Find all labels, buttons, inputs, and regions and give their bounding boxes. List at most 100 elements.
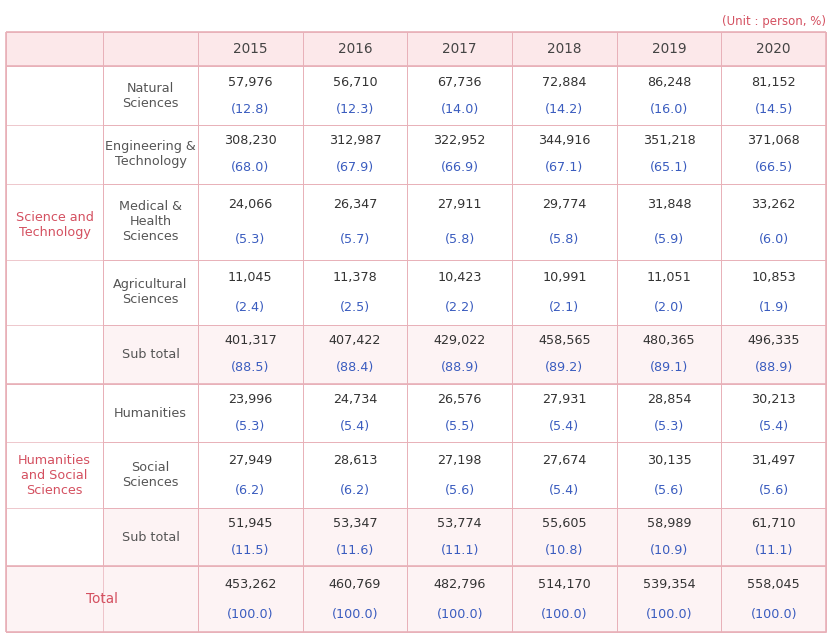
Text: (12.3): (12.3) bbox=[336, 103, 374, 116]
Bar bbox=[6, 259, 103, 325]
Bar bbox=[721, 442, 826, 508]
Text: 539,354: 539,354 bbox=[642, 578, 696, 591]
Text: (100.0): (100.0) bbox=[646, 608, 692, 621]
Bar bbox=[512, 67, 617, 125]
Text: (5.8): (5.8) bbox=[444, 232, 475, 246]
Text: (88.4): (88.4) bbox=[336, 361, 374, 374]
Text: (5.3): (5.3) bbox=[654, 420, 684, 433]
Text: 56,710: 56,710 bbox=[333, 76, 378, 89]
Bar bbox=[103, 508, 198, 566]
Text: 11,378: 11,378 bbox=[333, 271, 378, 284]
Bar bbox=[721, 566, 826, 632]
Text: 351,218: 351,218 bbox=[642, 134, 696, 148]
Bar bbox=[408, 325, 512, 384]
Bar bbox=[198, 442, 303, 508]
Text: (1.9): (1.9) bbox=[759, 301, 789, 314]
Text: Sub total: Sub total bbox=[121, 348, 180, 361]
Bar bbox=[408, 67, 512, 125]
Bar bbox=[303, 442, 408, 508]
Bar bbox=[512, 184, 617, 259]
Bar bbox=[303, 184, 408, 259]
Text: Social
Sciences: Social Sciences bbox=[122, 461, 179, 489]
Bar bbox=[721, 325, 826, 384]
Text: 11,051: 11,051 bbox=[646, 271, 691, 284]
Text: (5.4): (5.4) bbox=[759, 420, 789, 433]
Text: 558,045: 558,045 bbox=[747, 578, 800, 591]
Text: (89.1): (89.1) bbox=[650, 361, 688, 374]
Text: 33,262: 33,262 bbox=[751, 198, 796, 211]
Text: (2.1): (2.1) bbox=[549, 301, 579, 314]
Bar bbox=[6, 566, 103, 632]
Text: (89.2): (89.2) bbox=[545, 361, 583, 374]
Text: 31,497: 31,497 bbox=[751, 453, 796, 467]
Text: 72,884: 72,884 bbox=[542, 76, 587, 89]
Text: (5.4): (5.4) bbox=[340, 420, 370, 433]
Text: 55,605: 55,605 bbox=[542, 517, 587, 530]
Bar bbox=[408, 184, 512, 259]
Bar bbox=[6, 384, 103, 442]
Text: 2015: 2015 bbox=[233, 42, 268, 56]
Text: (5.3): (5.3) bbox=[235, 420, 265, 433]
Text: (6.2): (6.2) bbox=[340, 483, 370, 497]
Text: 53,347: 53,347 bbox=[333, 517, 378, 530]
Text: 53,774: 53,774 bbox=[438, 517, 482, 530]
Text: (2.2): (2.2) bbox=[444, 301, 475, 314]
Bar bbox=[303, 384, 408, 442]
Text: 11,045: 11,045 bbox=[228, 271, 273, 284]
Bar bbox=[103, 566, 198, 632]
Bar bbox=[617, 442, 721, 508]
Text: (12.8): (12.8) bbox=[231, 103, 270, 116]
Text: 24,734: 24,734 bbox=[333, 393, 377, 406]
Text: 28,613: 28,613 bbox=[333, 453, 377, 467]
Text: 27,931: 27,931 bbox=[542, 393, 587, 406]
Text: 10,423: 10,423 bbox=[438, 271, 482, 284]
Bar bbox=[617, 566, 721, 632]
Text: 344,916: 344,916 bbox=[538, 134, 591, 148]
Text: 407,422: 407,422 bbox=[329, 334, 381, 347]
Text: 27,198: 27,198 bbox=[438, 453, 482, 467]
Text: (Unit : person, %): (Unit : person, %) bbox=[722, 15, 826, 28]
Text: 2017: 2017 bbox=[443, 42, 477, 56]
Text: (5.9): (5.9) bbox=[654, 232, 684, 246]
Text: 23,996: 23,996 bbox=[228, 393, 272, 406]
Text: (67.9): (67.9) bbox=[336, 161, 374, 175]
Text: (5.4): (5.4) bbox=[549, 420, 579, 433]
Bar bbox=[617, 184, 721, 259]
Text: Sub total: Sub total bbox=[121, 531, 180, 544]
Text: (10.8): (10.8) bbox=[545, 544, 583, 557]
Text: 29,774: 29,774 bbox=[542, 198, 587, 211]
Text: 26,347: 26,347 bbox=[333, 198, 377, 211]
Text: 2020: 2020 bbox=[756, 42, 791, 56]
Text: (11.6): (11.6) bbox=[336, 544, 374, 557]
Bar bbox=[6, 325, 103, 384]
Bar bbox=[721, 384, 826, 442]
Bar bbox=[6, 184, 103, 259]
Bar bbox=[103, 32, 198, 67]
Bar bbox=[303, 67, 408, 125]
Text: (5.3): (5.3) bbox=[235, 232, 265, 246]
Text: 28,854: 28,854 bbox=[646, 393, 691, 406]
Text: 371,068: 371,068 bbox=[747, 134, 800, 148]
Text: 458,565: 458,565 bbox=[538, 334, 591, 347]
Text: (5.6): (5.6) bbox=[654, 483, 684, 497]
Text: (100.0): (100.0) bbox=[227, 608, 274, 621]
Text: (5.5): (5.5) bbox=[444, 420, 475, 433]
Text: (6.2): (6.2) bbox=[235, 483, 265, 497]
Text: Science and
Technology: Science and Technology bbox=[16, 211, 93, 239]
Bar bbox=[512, 442, 617, 508]
Text: 30,135: 30,135 bbox=[646, 453, 691, 467]
Bar bbox=[103, 384, 198, 442]
Bar bbox=[198, 32, 303, 67]
Bar bbox=[103, 325, 198, 384]
Bar bbox=[198, 125, 303, 184]
Text: 67,736: 67,736 bbox=[438, 76, 482, 89]
Text: (14.5): (14.5) bbox=[755, 103, 793, 116]
Text: (5.6): (5.6) bbox=[759, 483, 789, 497]
Text: (2.0): (2.0) bbox=[654, 301, 684, 314]
Text: Engineering &
Technology: Engineering & Technology bbox=[105, 141, 196, 168]
Bar bbox=[408, 259, 512, 325]
Text: 51,945: 51,945 bbox=[228, 517, 273, 530]
Bar bbox=[303, 32, 408, 67]
Bar bbox=[721, 508, 826, 566]
Text: (5.7): (5.7) bbox=[340, 232, 370, 246]
